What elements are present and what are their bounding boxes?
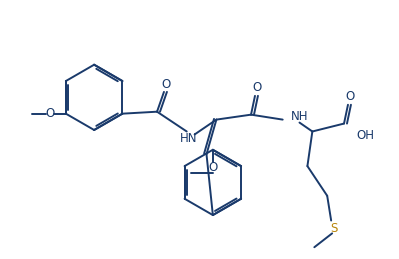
Text: O: O bbox=[252, 81, 262, 95]
Text: OH: OH bbox=[357, 129, 375, 142]
Text: NH: NH bbox=[290, 110, 308, 123]
Text: O: O bbox=[45, 107, 55, 120]
Text: O: O bbox=[161, 78, 170, 91]
Text: O: O bbox=[208, 161, 217, 174]
Text: S: S bbox=[330, 222, 338, 235]
Text: O: O bbox=[345, 90, 355, 103]
Text: HN: HN bbox=[180, 132, 198, 145]
